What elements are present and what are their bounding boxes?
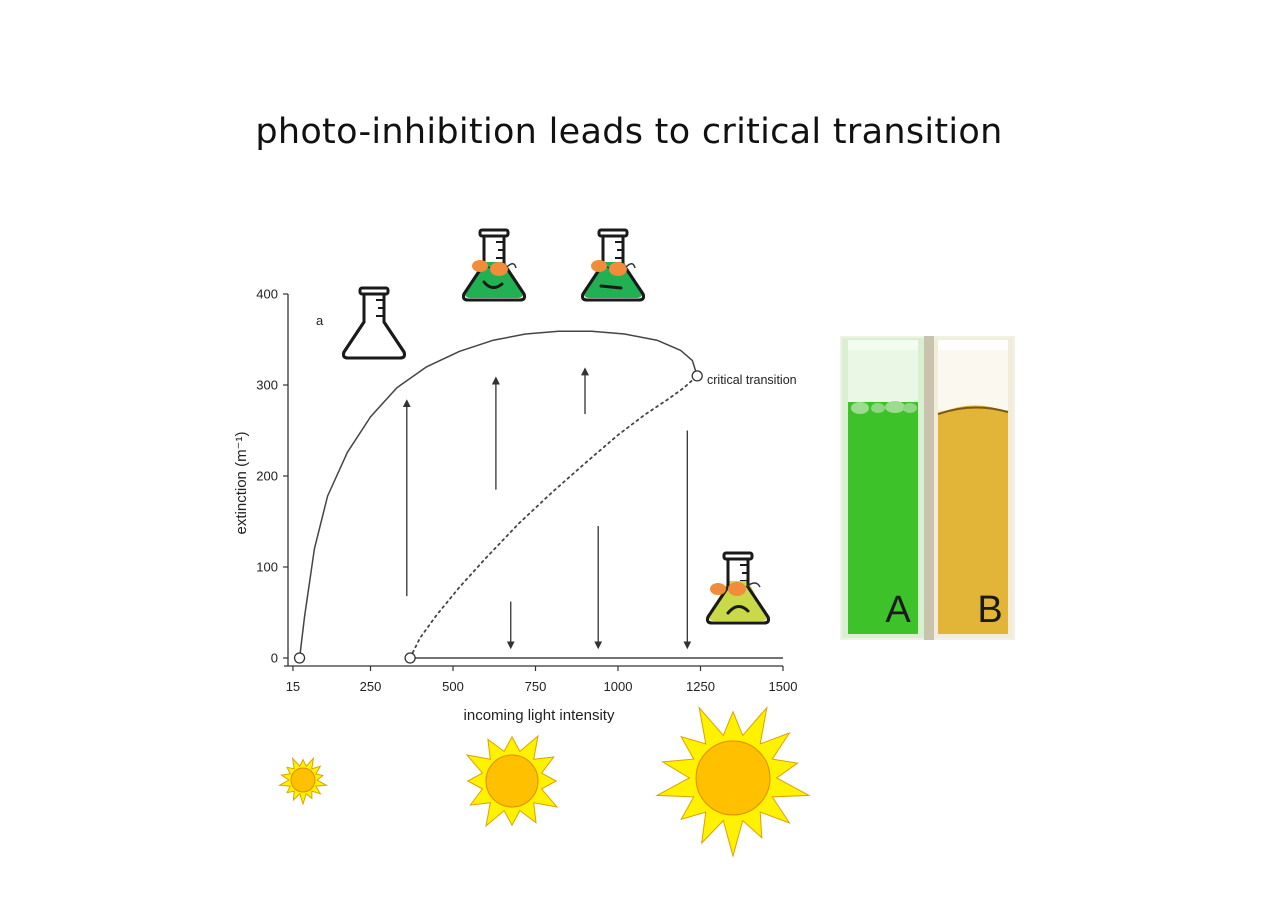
- cuvette-a-label: A: [885, 589, 911, 631]
- y-tick-label: 400: [256, 287, 278, 302]
- y-tick-label: 300: [256, 378, 278, 393]
- x-tick-label: 1250: [686, 679, 715, 694]
- y-axis-label: extinction (m⁻¹): [233, 432, 250, 535]
- x-tick-label: 750: [525, 679, 547, 694]
- flask-icon: [462, 228, 526, 302]
- flask-icon: [342, 286, 406, 360]
- sun-icon: [655, 705, 811, 858]
- sunglasses-icon: [472, 260, 517, 276]
- sun-core: [695, 740, 771, 816]
- sun-icon: [277, 756, 329, 806]
- cuvette-b-label: B: [977, 589, 1002, 631]
- sun-icon: [465, 734, 559, 828]
- flask-icon: [581, 228, 645, 302]
- series-line-dotted: [409, 374, 699, 659]
- page-title: photo-inhibition leads to critical trans…: [255, 112, 1003, 152]
- x-tick-label: 250: [360, 679, 382, 694]
- sun-core: [485, 754, 539, 808]
- equilibrium-point: [691, 370, 703, 382]
- sunglasses-icon: [591, 260, 636, 276]
- equilibrium-point: [404, 652, 416, 664]
- chart-series: [298, 330, 783, 659]
- chart-ticks: 15 250 500 750 1000 1250 1500 0 100 200 300 400: [256, 287, 797, 695]
- y-tick-label: 0: [271, 651, 278, 666]
- flask-icon: [706, 551, 770, 625]
- sun-core: [290, 767, 316, 793]
- x-tick-label: 1000: [604, 679, 633, 694]
- y-tick-label: 100: [256, 560, 278, 575]
- chart-arrows: [402, 367, 692, 650]
- series-line-solid: [298, 330, 698, 659]
- x-tick-label: 1500: [769, 679, 798, 694]
- chart-axes: [284, 294, 783, 667]
- sunglasses-icon: [710, 582, 761, 596]
- cuvette-photo: A B: [840, 336, 1015, 640]
- x-tick-label: 500: [442, 679, 464, 694]
- x-tick-label: 15: [286, 679, 300, 694]
- equilibrium-point: [293, 652, 306, 664]
- x-axis-label: incoming light intensity: [464, 707, 615, 724]
- panel-label: a: [316, 313, 324, 328]
- y-tick-label: 200: [256, 469, 278, 484]
- chart-points: [293, 370, 703, 664]
- critical-transition-label: critical transition: [707, 373, 797, 387]
